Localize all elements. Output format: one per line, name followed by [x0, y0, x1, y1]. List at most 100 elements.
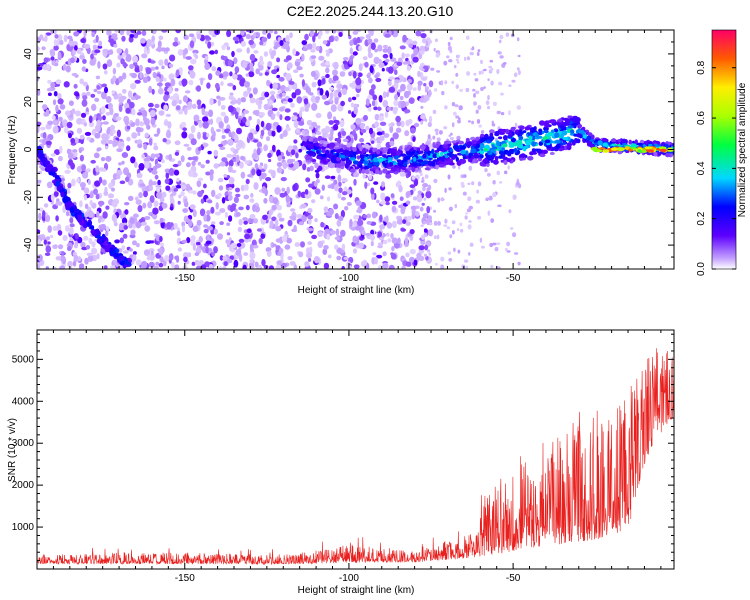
heatmap-cell — [78, 148, 82, 154]
heatmap-cell — [374, 113, 380, 121]
heatmap-cell — [423, 220, 426, 225]
heatmap-cell — [328, 163, 335, 169]
heatmap-cell — [401, 166, 406, 171]
heatmap-cell — [356, 36, 361, 44]
heatmap-cell — [431, 149, 435, 154]
heatmap-cell — [100, 106, 106, 114]
heatmap-cell — [82, 95, 88, 100]
heatmap-cell — [207, 73, 213, 81]
heatmap-cell — [311, 121, 318, 128]
heatmap-cell — [314, 169, 320, 173]
heatmap-cell — [350, 124, 356, 130]
heatmap-cell — [424, 174, 429, 179]
heatmap-cell — [484, 144, 490, 148]
heatmap-cell — [467, 196, 472, 201]
heatmap-cell — [258, 99, 263, 105]
spectrogram-heatmap — [37, 30, 674, 269]
heatmap-cell — [321, 75, 327, 80]
heatmap-cell — [153, 145, 159, 151]
heatmap-cell — [91, 241, 96, 248]
heatmap-cell — [252, 218, 259, 224]
heatmap-cell — [362, 259, 368, 266]
heatmap-cell — [209, 118, 214, 125]
heatmap-cell — [153, 200, 159, 207]
heatmap-cell — [184, 35, 189, 40]
heatmap-cell — [451, 122, 455, 128]
heatmap-cell — [102, 63, 108, 70]
heatmap-cell — [406, 150, 411, 156]
heatmap-cell — [546, 145, 552, 149]
heatmap-cell — [218, 121, 224, 129]
heatmap-cell — [325, 60, 330, 66]
heatmap-cell — [204, 35, 210, 40]
heatmap-cell — [377, 242, 384, 246]
heatmap-cell — [457, 249, 461, 254]
heatmap-cell — [156, 82, 163, 87]
heatmap-cell — [276, 124, 282, 133]
heatmap-cell — [276, 111, 281, 117]
heatmap-cell — [84, 203, 89, 210]
heatmap-cell — [82, 172, 89, 179]
heatmap-cell — [102, 168, 107, 172]
heatmap-cell — [96, 119, 101, 128]
heatmap-cell — [560, 133, 564, 139]
heatmap-cell — [319, 140, 323, 145]
heatmap-cell — [293, 112, 298, 116]
heatmap-cell — [447, 45, 452, 52]
heatmap-cell — [146, 39, 152, 47]
heatmap-cell — [114, 239, 120, 244]
heatmap-cell — [256, 228, 262, 232]
heatmap-cell — [338, 32, 343, 37]
y-tick-label: 5000 — [12, 354, 35, 365]
heatmap-cell — [321, 78, 326, 85]
heatmap-cell — [419, 172, 423, 177]
heatmap-cell — [276, 260, 283, 266]
heatmap-cell — [279, 114, 283, 121]
heatmap-cell — [226, 46, 231, 51]
heatmap-cell — [339, 72, 346, 77]
heatmap-cell — [459, 88, 463, 93]
heatmap-cell — [400, 207, 406, 215]
heatmap-cell — [349, 157, 356, 161]
heatmap-cell — [57, 230, 63, 236]
heatmap-cell — [384, 33, 391, 38]
heatmap-cell — [419, 206, 424, 212]
heatmap-cell — [450, 132, 453, 136]
heatmap-cell — [94, 97, 100, 102]
heatmap-cell — [252, 110, 259, 116]
heatmap-cell — [91, 31, 96, 38]
heatmap-cell — [401, 52, 406, 59]
heatmap-cell — [242, 60, 248, 69]
heatmap-cell — [153, 142, 158, 147]
heatmap-cell — [287, 219, 293, 227]
heatmap-cell — [489, 59, 494, 63]
heatmap-cell — [334, 35, 339, 42]
heatmap-cell — [332, 160, 339, 164]
heatmap-cell — [201, 107, 206, 116]
colorbar: 0.00.20.40.60.8 Normalized spectral ampl… — [696, 29, 748, 276]
heatmap-cell — [480, 70, 484, 75]
heatmap-cell — [392, 220, 397, 229]
heatmap-cell — [459, 222, 463, 227]
heatmap-cell — [338, 187, 343, 193]
heatmap-cell — [148, 85, 153, 94]
heatmap-cell — [505, 158, 512, 162]
heatmap-cell — [190, 125, 196, 134]
heatmap-cell — [336, 156, 341, 162]
heatmap-cell — [81, 164, 86, 172]
heatmap-cell — [667, 149, 674, 152]
heatmap-cell — [589, 138, 595, 142]
heatmap-cell — [268, 158, 272, 163]
heatmap-cell — [517, 54, 521, 58]
heatmap-cell — [86, 222, 91, 227]
heatmap-cell — [513, 72, 518, 78]
heatmap-cell — [383, 133, 390, 138]
heatmap-cell — [424, 86, 429, 91]
heatmap-cell — [430, 67, 435, 71]
heatmap-cell — [440, 197, 444, 202]
heatmap-cell — [65, 225, 70, 232]
heatmap-cell — [494, 155, 499, 161]
heatmap-cell — [152, 165, 158, 171]
heatmap-cell — [265, 177, 272, 182]
heatmap-cell — [499, 181, 503, 184]
